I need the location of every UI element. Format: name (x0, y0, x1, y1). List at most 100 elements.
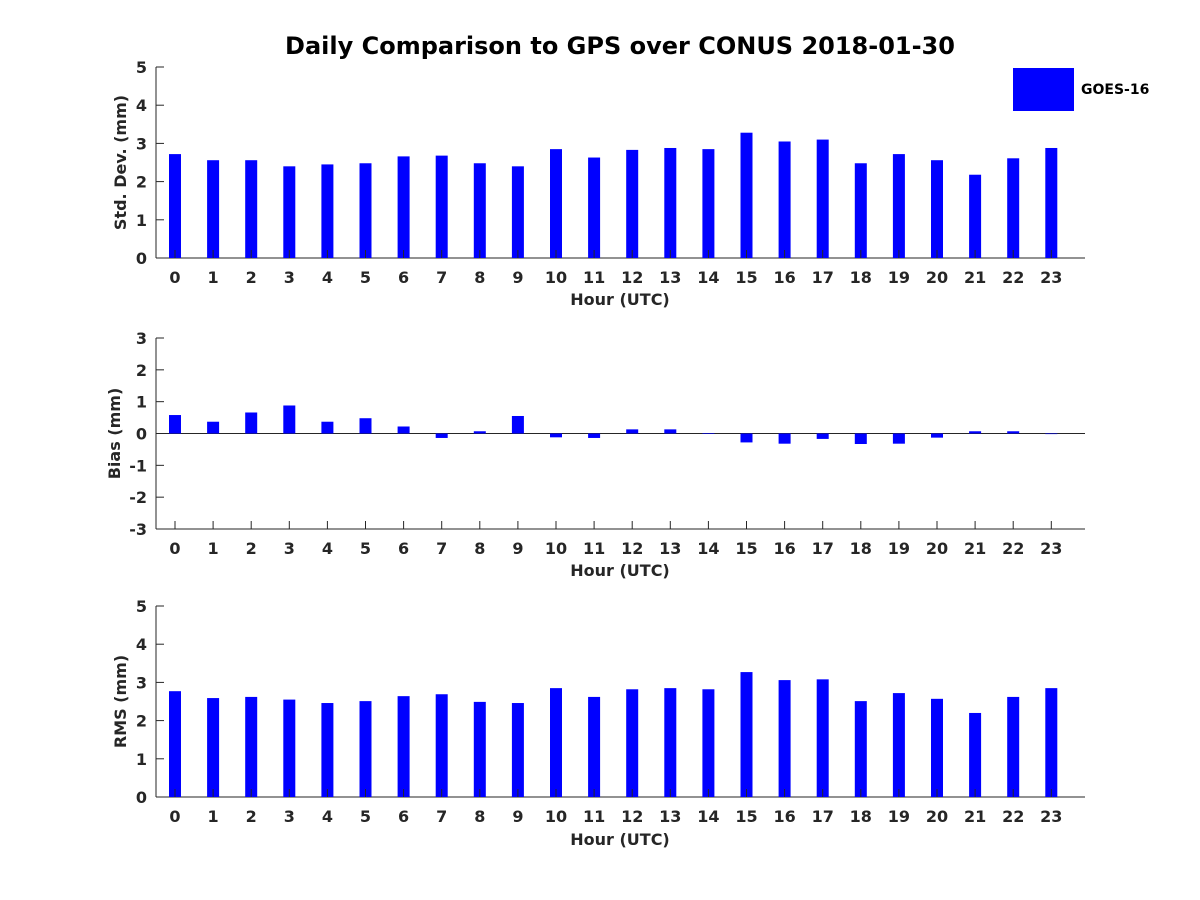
y-tick-label: 4 (136, 635, 147, 654)
x-tick-label: 1 (208, 807, 219, 826)
y-tick-label: 5 (136, 597, 147, 616)
bar-hour-20 (931, 698, 943, 797)
x-tick-label: 14 (697, 268, 719, 287)
x-tick-label: 22 (1002, 539, 1024, 558)
bar-hour-1 (207, 160, 220, 258)
bar-hour-5 (359, 701, 372, 797)
bar-hour-10 (550, 149, 562, 258)
bar-hour-14 (702, 689, 715, 797)
bar-hour-15 (740, 433, 753, 443)
x-tick-label: 16 (773, 807, 795, 826)
y-tick-label: 1 (136, 750, 147, 769)
x-tick-label: 3 (284, 268, 295, 287)
x-tick-label: 11 (583, 807, 605, 826)
x-tick-label: 0 (169, 807, 180, 826)
x-tick-label: 6 (398, 268, 409, 287)
x-tick-label: 8 (474, 807, 485, 826)
bar-hour-9 (511, 415, 524, 434)
y-tick-label: -1 (129, 456, 147, 475)
bar-hour-3 (283, 166, 296, 258)
x-tick-label: 0 (169, 268, 180, 287)
x-tick-label: 5 (360, 268, 371, 287)
x-tick-label: 23 (1040, 268, 1062, 287)
bar-hour-21 (969, 174, 982, 258)
x-tick-label: 12 (621, 539, 643, 558)
x-tick-label: 14 (697, 539, 719, 558)
legend-swatch (1013, 68, 1074, 111)
x-tick-label: 13 (659, 268, 681, 287)
bar-hour-13 (664, 688, 677, 797)
y-tick-label: 2 (136, 712, 147, 731)
bar-hour-23 (1045, 147, 1058, 258)
x-tick-label: 12 (621, 268, 643, 287)
bar-hour-1 (207, 421, 220, 434)
bar-hour-4 (321, 164, 334, 258)
bar-hour-12 (626, 689, 639, 797)
x-tick-label: 14 (697, 807, 719, 826)
bar-hour-22 (1007, 158, 1020, 258)
x-tick-label: 17 (812, 268, 834, 287)
bar-hour-10 (550, 433, 562, 438)
x-tick-label: 6 (398, 807, 409, 826)
bar-hour-15 (740, 132, 753, 258)
y-axis-label: RMS (mm) (111, 655, 130, 748)
bar-hour-16 (778, 433, 791, 444)
bar-hour-7 (435, 155, 448, 258)
bar-hour-22 (1007, 696, 1020, 797)
bar-hour-2 (245, 160, 258, 258)
x-tick-label: 17 (812, 807, 834, 826)
y-tick-label: 3 (136, 134, 147, 153)
bar-hour-8 (473, 701, 486, 797)
bar-hour-13 (664, 147, 677, 258)
x-tick-label: 0 (169, 539, 180, 558)
bar-hour-19 (892, 154, 905, 258)
bar-hour-1 (207, 698, 220, 797)
x-tick-label: 3 (284, 539, 295, 558)
x-tick-label: 4 (322, 539, 333, 558)
x-tick-label: 19 (888, 268, 910, 287)
x-tick-label: 7 (436, 539, 447, 558)
x-tick-label: 16 (773, 539, 795, 558)
x-tick-label: 1 (208, 539, 219, 558)
x-tick-label: 20 (926, 807, 948, 826)
bar-hour-8 (473, 163, 486, 258)
chart-title: Daily Comparison to GPS over CONUS 2018-… (285, 32, 955, 60)
x-tick-label: 5 (360, 807, 371, 826)
y-tick-label: 0 (136, 425, 147, 444)
bar-hour-19 (892, 433, 905, 444)
y-tick-label: 0 (136, 788, 147, 807)
bar-hour-0 (169, 415, 181, 434)
x-tick-label: 5 (360, 539, 371, 558)
bar-hour-6 (397, 696, 410, 797)
x-tick-label: 18 (850, 539, 872, 558)
bar-hour-20 (931, 160, 943, 258)
bar-hour-11 (588, 696, 601, 797)
bar-hour-4 (321, 421, 334, 434)
bar-hour-21 (969, 431, 982, 434)
x-tick-label: 7 (436, 268, 447, 287)
x-tick-label: 13 (659, 807, 681, 826)
y-tick-label: 2 (136, 361, 147, 380)
x-tick-label: 9 (512, 539, 523, 558)
bar-hour-2 (245, 412, 258, 434)
bar-hour-0 (169, 154, 181, 258)
bar-hour-10 (550, 688, 562, 797)
bar-hour-17 (816, 139, 829, 258)
bar-hour-9 (511, 703, 524, 797)
bar-hour-11 (588, 157, 601, 258)
x-tick-label: 1 (208, 268, 219, 287)
x-tick-label: 19 (888, 539, 910, 558)
bar-hour-4 (321, 703, 334, 797)
x-tick-label: 19 (888, 807, 910, 826)
bar-hour-23 (1045, 688, 1058, 797)
y-tick-label: 0 (136, 249, 147, 268)
x-tick-label: 2 (246, 539, 257, 558)
x-tick-label: 2 (246, 807, 257, 826)
bar-hour-16 (778, 141, 791, 258)
bar-hour-6 (397, 156, 410, 258)
bar-hour-6 (397, 426, 410, 434)
bar-hour-0 (169, 691, 181, 797)
x-tick-label: 7 (436, 807, 447, 826)
